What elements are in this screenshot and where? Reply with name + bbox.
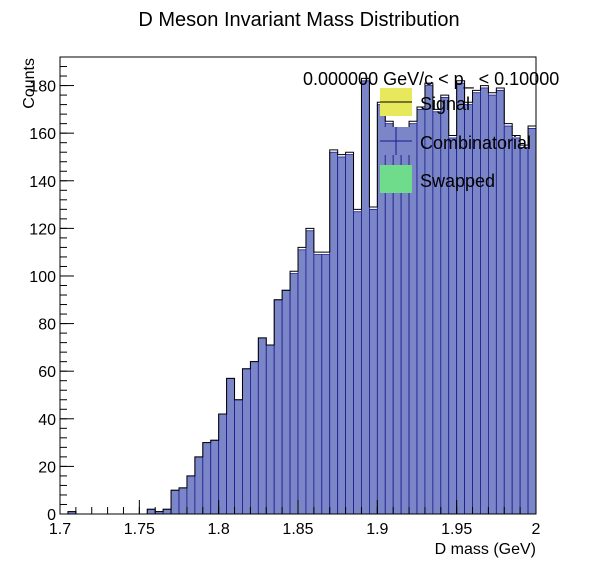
total-outline bbox=[60, 77, 537, 515]
combinatorial-bar bbox=[146, 508, 156, 515]
x-tick-label: 1.8 bbox=[208, 521, 230, 538]
chart-title: D Meson Invariant Mass Distribution bbox=[138, 9, 459, 31]
combinatorial-bar bbox=[202, 442, 212, 515]
combinatorial-bar bbox=[242, 368, 251, 515]
y-tick-label: 20 bbox=[38, 459, 56, 476]
x-tick-label: 1.75 bbox=[124, 521, 155, 538]
x-tick-label: 2 bbox=[532, 521, 541, 538]
combinatorial-bar bbox=[361, 80, 370, 515]
combinatorial-bar bbox=[249, 361, 259, 515]
combinatorial-bar bbox=[178, 487, 188, 515]
combinatorial-bar bbox=[345, 154, 354, 515]
combinatorial-bar bbox=[464, 104, 473, 515]
legend-swatch-swapped bbox=[380, 165, 412, 193]
x-tick-label: 1.9 bbox=[366, 521, 388, 538]
combinatorial-bar bbox=[297, 249, 307, 515]
x-tick-label: 1.85 bbox=[282, 521, 313, 538]
y-tick-label: 120 bbox=[29, 221, 56, 238]
combinatorial-bar bbox=[440, 97, 450, 515]
combinatorial-bar bbox=[234, 399, 243, 515]
combinatorial-bar bbox=[519, 147, 529, 515]
combinatorial-bar bbox=[527, 128, 537, 515]
axes-layer: 1.7 1.75 1.8 1.85 1.9 1.95 2020406080100120140… bbox=[29, 56, 541, 538]
combinatorial-bar bbox=[487, 94, 497, 515]
combinatorial-bar bbox=[337, 156, 346, 515]
pt-range-label: 0.000000 GeV/c < p_ < 0.10000 bbox=[303, 69, 559, 90]
combinatorial-bar bbox=[226, 377, 235, 515]
y-tick-label: 0 bbox=[47, 507, 56, 524]
combinatorial-bar bbox=[265, 344, 275, 515]
combinatorial-bar bbox=[511, 137, 521, 515]
legend-label-combinatorial: Combinatorial bbox=[420, 133, 531, 153]
y-tick-label: 40 bbox=[38, 412, 56, 429]
combinatorial-bar bbox=[170, 489, 180, 515]
combinatorial-bar bbox=[503, 125, 513, 515]
y-tick-label: 160 bbox=[29, 126, 56, 143]
total-outline-layer bbox=[60, 77, 537, 515]
combinatorial-bar bbox=[289, 273, 299, 515]
combinatorial-bar bbox=[448, 137, 458, 515]
y-tick-label: 100 bbox=[29, 269, 56, 286]
legend-label-signal: Signal bbox=[420, 94, 470, 114]
x-tick-label: 1.7 bbox=[49, 521, 71, 538]
combinatorial-bar bbox=[210, 439, 220, 515]
combinatorial-bar bbox=[353, 211, 362, 515]
combinatorial-bar bbox=[281, 289, 291, 515]
combinatorial-bar bbox=[329, 151, 339, 515]
y-axis-label: Counts bbox=[21, 58, 38, 109]
combinatorial-bar bbox=[162, 508, 172, 515]
x-tick-label: 1.95 bbox=[441, 521, 472, 538]
combinatorial-bar bbox=[257, 337, 267, 515]
combinatorial-bar bbox=[194, 456, 204, 515]
y-tick-label: 60 bbox=[38, 364, 56, 381]
combinatorial-bar bbox=[305, 230, 315, 515]
y-tick-label: 80 bbox=[38, 317, 56, 334]
y-tick-label: 140 bbox=[29, 174, 56, 191]
combinatorial-bar bbox=[321, 254, 331, 515]
combinatorial-bar bbox=[273, 299, 283, 515]
combinatorial-bar bbox=[495, 89, 505, 515]
combinatorial-bar bbox=[186, 475, 196, 515]
combinatorial-bar bbox=[472, 92, 481, 515]
combinatorial-bar bbox=[313, 254, 323, 515]
y-tick-label: 180 bbox=[29, 79, 56, 96]
x-axis-label: D mass (GeV) bbox=[435, 541, 536, 558]
legend-label-swapped: Swapped bbox=[420, 171, 495, 191]
combinatorial-bar bbox=[218, 413, 228, 515]
combinatorial-bar bbox=[368, 208, 378, 515]
legend: Signal Combinatorial Swapped bbox=[380, 88, 531, 193]
